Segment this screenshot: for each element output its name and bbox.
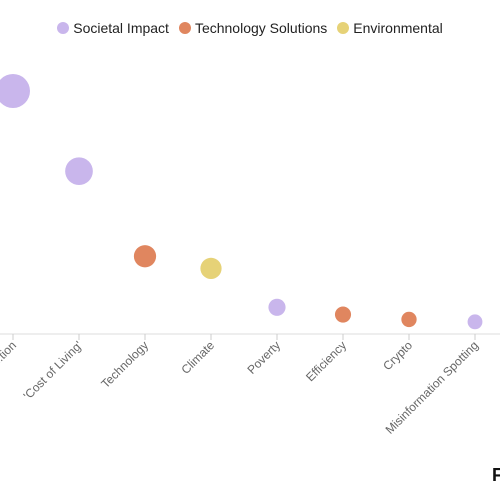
x-tick-label-crypto: Crypto [380, 338, 415, 373]
bubble-crypto[interactable] [401, 311, 417, 328]
x-tick-label-cost-of-living: 'Cost of Living' [21, 338, 86, 403]
corner-mark: F [492, 465, 500, 485]
x-tick-label-poverty: Poverty [244, 338, 283, 377]
legend-label-technology-solutions: Technology Solutions [194, 20, 328, 36]
bubble-cost-of-living[interactable] [65, 157, 93, 186]
legend: Societal Impact Technology Solutions Env… [0, 20, 500, 36]
legend-item-environmental[interactable]: Environmental [337, 20, 443, 36]
bubble-tion[interactable] [0, 74, 30, 108]
x-tick-label-efficiency: Efficiency [303, 338, 349, 384]
bubble-efficiency[interactable] [334, 306, 352, 323]
legend-swatch-environmental [337, 22, 350, 34]
x-axis-tick-labels: ...tion 'Cost of Living' Technology Climate… [0, 338, 481, 437]
legend-label-environmental: Environmental [353, 20, 443, 36]
bubbles [0, 74, 483, 330]
x-axis-ticks [12, 334, 476, 340]
x-tick-label-tion: ...tion [0, 338, 19, 369]
x-tick-label-climate: Climate [178, 338, 217, 377]
bubble-climate[interactable] [200, 257, 222, 280]
legend-item-technology-solutions[interactable]: Technology Solutions [178, 20, 328, 36]
legend-swatch-societal-impact [57, 22, 70, 34]
bubble-poverty[interactable] [268, 298, 286, 316]
x-tick-label-technology: Technology [98, 338, 151, 391]
bubble-technology[interactable] [133, 245, 157, 268]
bubble-misinformation-spotting[interactable] [467, 314, 483, 330]
legend-swatch-technology-solutions [178, 22, 191, 34]
legend-label-societal-impact: Societal Impact [73, 20, 169, 36]
legend-item-societal-impact[interactable]: Societal Impact [57, 20, 169, 36]
